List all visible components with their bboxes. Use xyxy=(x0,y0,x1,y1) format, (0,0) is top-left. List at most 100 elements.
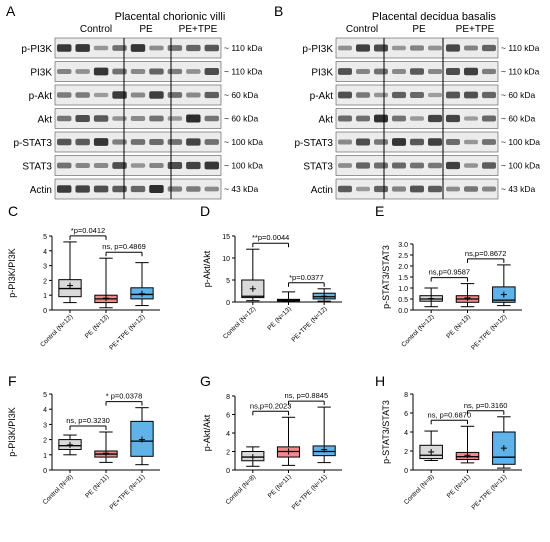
blot-kda-label: ~ 110 kDa xyxy=(224,43,263,53)
blot-band xyxy=(338,163,352,168)
significance-label: ns, p=0.4869 xyxy=(102,242,146,251)
y-axis-label: p-STAT3/STAT3 xyxy=(381,245,391,309)
blot-band xyxy=(374,185,388,193)
blot-row-label: STAT3 xyxy=(22,162,52,173)
x-tick-label: PE+TPE (N=11) xyxy=(470,473,508,511)
blot-kda-label: ~ 60 kDa xyxy=(224,114,259,124)
blot-strip xyxy=(335,108,499,129)
blot-band xyxy=(57,44,72,52)
panel-letter: G xyxy=(200,373,211,389)
blot-row-label: STAT3 xyxy=(303,162,333,173)
blot-row: PI3K ~ 110 kDa xyxy=(311,61,540,82)
x-tick-label: Control (N=8) xyxy=(225,473,258,506)
blot-band xyxy=(167,139,183,145)
blot-band xyxy=(338,139,352,145)
panel-letter: D xyxy=(200,203,210,219)
y-tick-label: 0 xyxy=(226,468,230,475)
blot-band xyxy=(149,115,164,122)
blot-band xyxy=(186,161,201,170)
y-tick-label: 2 xyxy=(404,449,408,456)
box-0: Control (N=8) xyxy=(42,434,82,506)
blot-title: Placental decidua basalis xyxy=(372,11,497,23)
panel-letter: A xyxy=(6,3,16,19)
panel-letter: C xyxy=(8,203,18,219)
significance-label: * p=0.0378 xyxy=(106,392,143,401)
blot-band xyxy=(464,45,478,51)
blot-band xyxy=(112,162,127,169)
y-tick-label: 0 xyxy=(43,308,47,315)
significance-label: *p=0.0412 xyxy=(71,226,105,235)
significance-label: ns, p=0.3160 xyxy=(464,401,508,410)
blot-kda-label: ~ 110 kDa xyxy=(501,43,540,53)
blot-group-label: PE xyxy=(139,24,153,35)
blot-band xyxy=(149,45,164,51)
blot-band xyxy=(167,116,183,121)
blot-strip xyxy=(54,61,222,82)
blot-band xyxy=(93,138,109,146)
blot-band xyxy=(57,185,72,193)
blot-band xyxy=(130,116,146,121)
x-tick-label: Control (N=8) xyxy=(403,473,436,506)
significance-annotation: ns, p=0.6870 xyxy=(428,410,471,425)
blot-band xyxy=(482,162,496,169)
boxplot-panel-g: G 0 2 4 6 8 p-Akt/Akt Control (N=8) PE (N=11)PE+… xyxy=(200,373,342,511)
y-tick-label: 6 xyxy=(226,413,230,420)
blot-band xyxy=(204,139,219,145)
significance-label: **p=0.0044 xyxy=(252,233,289,242)
blot-kda-label: ~ 110 kDa xyxy=(501,67,540,77)
blot-band xyxy=(446,161,460,170)
blot-title: Placental chorionic villi xyxy=(115,11,226,23)
box-2: PE+TPE (N=12) xyxy=(290,288,336,344)
box-1: PE (N=11) xyxy=(84,431,118,500)
y-tick-label: 8 xyxy=(404,392,408,399)
blot-kda-label: ~ 100 kDa xyxy=(501,137,540,147)
blot-band xyxy=(186,114,201,123)
panel-letter: B xyxy=(274,3,283,19)
y-tick-label: 4 xyxy=(43,407,47,414)
blot-group-label: Control xyxy=(80,24,112,35)
box-2: PE+TPE (N=12) xyxy=(470,264,516,352)
x-tick-label: PE+TPE (N=12) xyxy=(470,313,508,351)
blot-band xyxy=(482,68,496,75)
box-2: PE+TPE (N=11) xyxy=(470,416,516,511)
box-1: PE (N=13) xyxy=(84,257,118,340)
blot-band xyxy=(356,115,370,122)
blot-group-label: Control xyxy=(346,24,378,35)
blot-band xyxy=(130,185,146,193)
significance-annotation: ns, p=0.4869 xyxy=(102,242,146,257)
blot-band xyxy=(204,186,219,192)
significance-annotation: ns, p=0.3160 xyxy=(464,401,508,415)
y-axis-label: p-PI3K/PI3K xyxy=(7,248,17,298)
blot-band xyxy=(446,44,460,52)
y-tick-label: 3 xyxy=(43,422,47,429)
blot-row-label: PI3K xyxy=(30,68,52,79)
blot-kda-label: ~ 43 kDa xyxy=(224,184,259,194)
blot-row-label: p-PI3K xyxy=(302,44,333,55)
blot-row: Akt ~ 60 kDa xyxy=(319,108,536,129)
y-axis-label: p-STAT3/STAT3 xyxy=(381,400,391,464)
significance-annotation: ns,p=0.9587 xyxy=(429,268,470,282)
box-0: Control (N=8) xyxy=(225,446,265,506)
blot-band xyxy=(428,45,442,51)
blot-row: STAT3 ~ 100 kDa xyxy=(303,155,540,176)
blot-band xyxy=(186,92,201,98)
y-tick-label: 1.0 xyxy=(398,286,408,293)
blot-row: Actin ~ 43 kDa xyxy=(30,178,259,200)
blot-band xyxy=(428,185,442,193)
blot-band xyxy=(338,68,352,75)
y-tick-label: 0.5 xyxy=(398,297,408,304)
blot-row: p-Akt ~ 60 kDa xyxy=(310,84,536,106)
y-tick-label: 5 xyxy=(226,278,230,285)
blot-band xyxy=(356,44,370,52)
y-tick-label: 2.5 xyxy=(398,253,408,260)
blot-band xyxy=(374,114,388,123)
blot-band xyxy=(482,91,496,99)
blot-band xyxy=(57,92,72,98)
x-tick-label: PE (N=13) xyxy=(84,313,111,340)
blot-band xyxy=(75,115,90,122)
blot-band xyxy=(428,114,442,123)
y-tick-label: 0.0 xyxy=(398,308,408,315)
blot-band xyxy=(392,45,406,51)
